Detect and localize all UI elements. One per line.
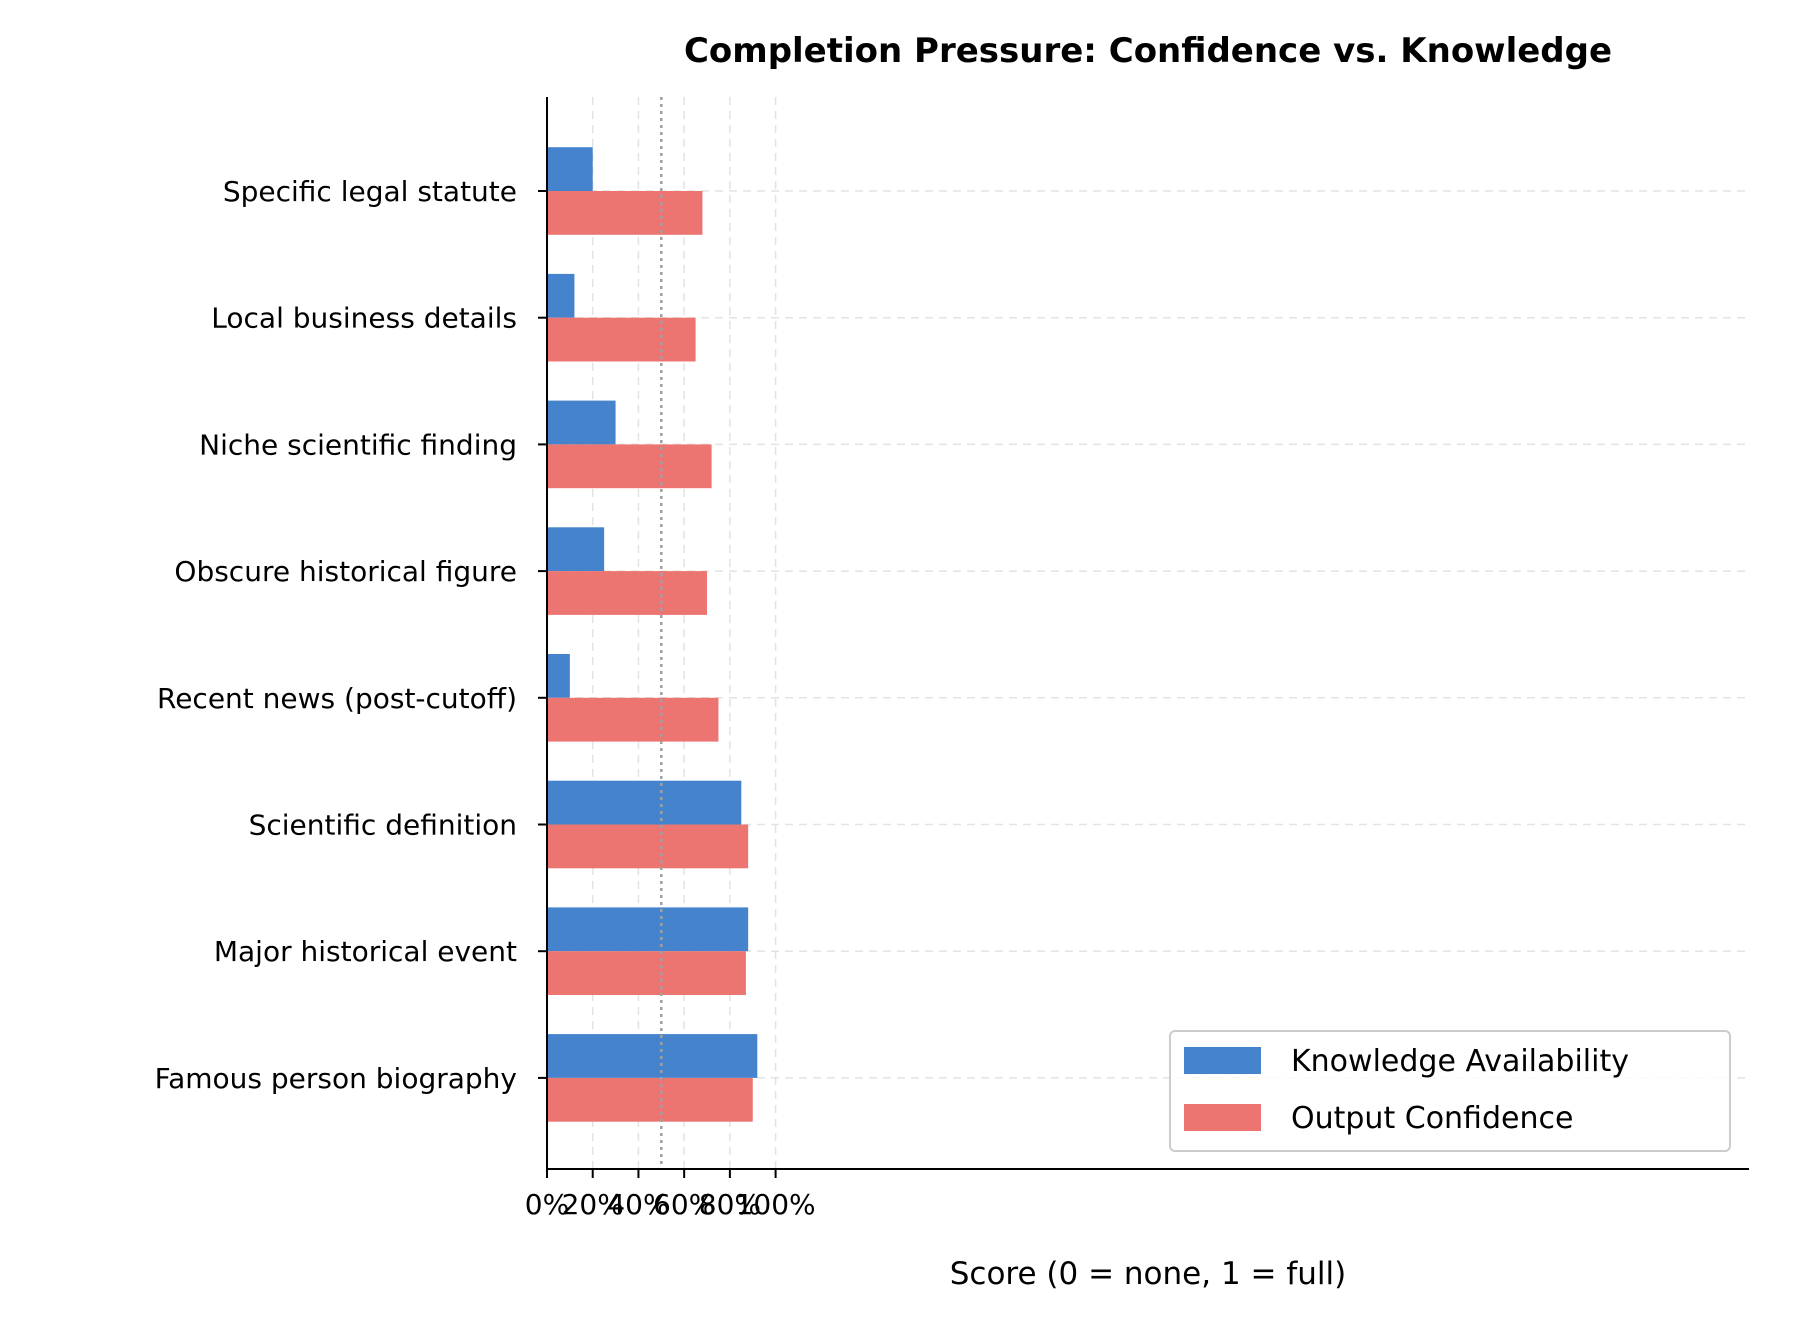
bar-knowledge — [547, 1034, 758, 1078]
x-tick-label: 0% — [525, 1188, 569, 1221]
bar-knowledge — [547, 654, 570, 698]
bar-confidence — [547, 1077, 753, 1122]
legend: Knowledge Availability Output Confidence — [1169, 1030, 1731, 1152]
x-axis-label: Score (0 = none, 1 = full) — [950, 1256, 1347, 1292]
x-tick-label: 20% — [562, 1188, 624, 1221]
bars-layer — [547, 147, 758, 1122]
x-tick-label: 100% — [736, 1188, 816, 1221]
bar-knowledge — [547, 273, 575, 318]
axes-layer — [546, 97, 1749, 1170]
bar-confidence — [547, 317, 696, 362]
category-label: Specific legal statute — [223, 175, 517, 208]
x-tick-label: 40% — [607, 1188, 669, 1221]
category-label: Scientific definition — [249, 809, 517, 842]
bar-confidence — [547, 191, 703, 235]
chart-title: Completion Pressure: Confidence vs. Know… — [684, 31, 1612, 71]
legend-swatch — [1184, 1047, 1261, 1074]
bar-confidence — [547, 824, 749, 869]
category-label: Local business details — [211, 302, 517, 335]
bar-confidence — [547, 444, 712, 489]
x-tick-label: 80% — [699, 1188, 761, 1221]
category-label: Niche scientific finding — [199, 428, 517, 461]
category-label: Obscure historical figure — [174, 555, 517, 588]
bar-knowledge — [547, 147, 593, 191]
category-label: Famous person biography — [155, 1062, 517, 1095]
legend-box — [1169, 1030, 1731, 1152]
legend-label: Knowledge Availability — [1291, 1044, 1629, 1079]
bar-knowledge — [547, 527, 605, 572]
bar-confidence — [547, 951, 746, 995]
bar-confidence — [547, 697, 719, 742]
bar-confidence — [547, 571, 708, 615]
bar-knowledge — [547, 780, 742, 825]
bar-knowledge — [547, 907, 749, 952]
category-label: Recent news (post-cutoff) — [157, 682, 517, 715]
legend-label: Output Confidence — [1291, 1101, 1573, 1136]
legend-swatch — [1184, 1104, 1261, 1131]
x-tick-label: 60% — [653, 1188, 715, 1221]
bar-knowledge — [547, 400, 616, 445]
grid-layer — [547, 97, 1749, 1169]
category-label: Major historical event — [214, 935, 517, 968]
ticks-layer: 0%20%40%60%80%100% Specific legal statute… — [155, 175, 816, 1221]
